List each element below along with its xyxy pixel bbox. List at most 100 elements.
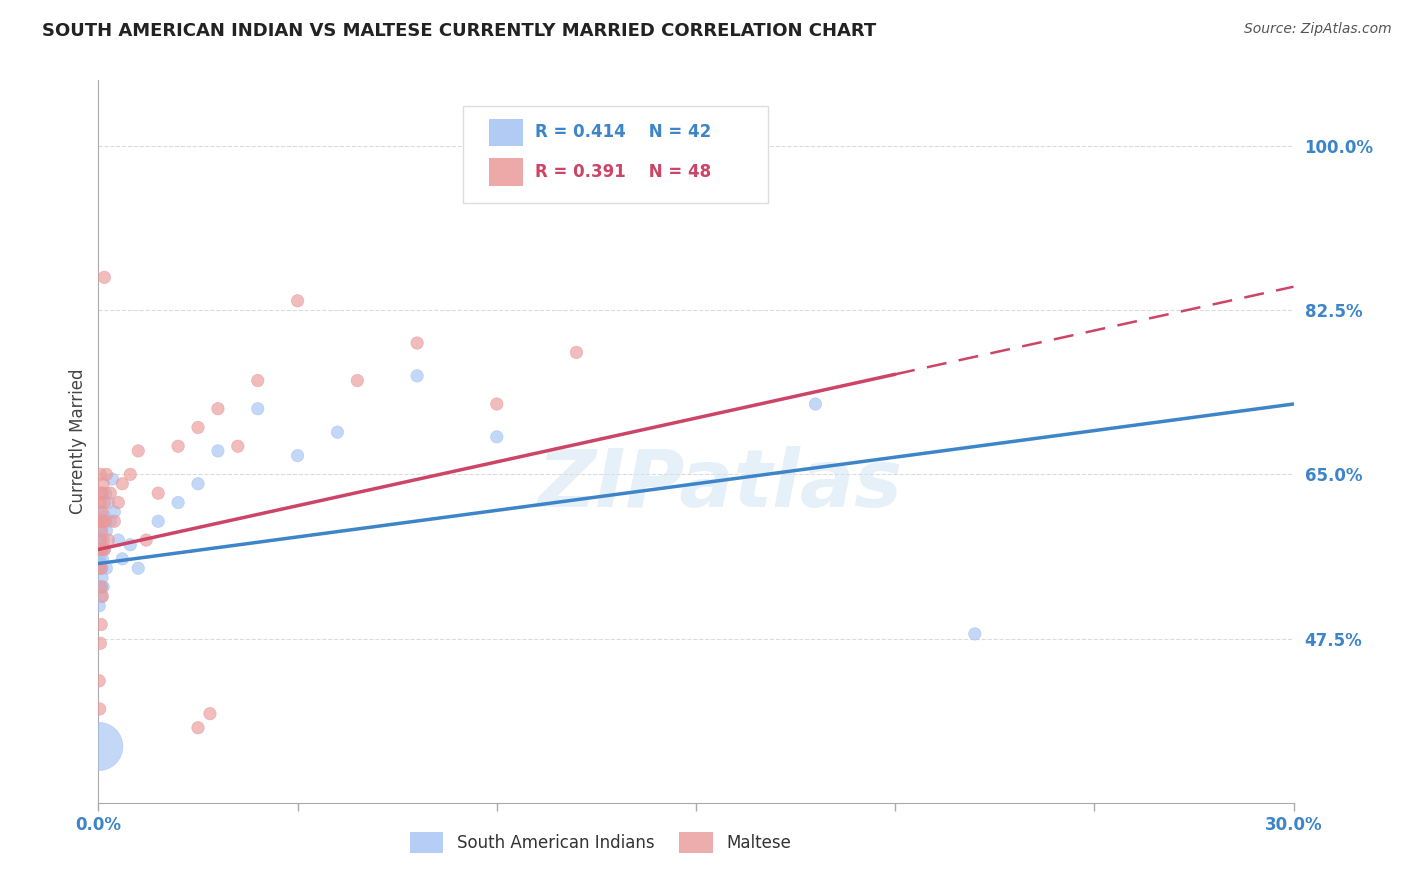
Point bbox=[90, 617, 112, 632]
Point bbox=[96, 524, 118, 538]
Point bbox=[89, 495, 111, 509]
Point bbox=[94, 514, 117, 528]
Point bbox=[89, 561, 111, 575]
Point bbox=[89, 702, 111, 716]
Point bbox=[93, 495, 115, 509]
Point bbox=[167, 495, 190, 509]
Point bbox=[89, 514, 111, 528]
Point bbox=[97, 495, 120, 509]
Point bbox=[107, 495, 129, 509]
Point bbox=[90, 542, 112, 557]
Point bbox=[565, 345, 588, 359]
Y-axis label: Currently Married: Currently Married bbox=[69, 368, 87, 515]
Point bbox=[89, 533, 111, 547]
Point bbox=[91, 551, 114, 566]
Point bbox=[89, 557, 111, 571]
Point bbox=[406, 368, 429, 383]
Point bbox=[346, 374, 368, 388]
Point bbox=[127, 561, 149, 575]
Point bbox=[89, 551, 111, 566]
Point bbox=[187, 476, 209, 491]
Point bbox=[148, 486, 170, 500]
Point bbox=[91, 514, 114, 528]
Point bbox=[91, 533, 114, 547]
Point bbox=[120, 538, 142, 552]
Point bbox=[167, 439, 190, 453]
Point bbox=[135, 533, 157, 547]
Point bbox=[90, 561, 112, 575]
Point bbox=[207, 401, 229, 416]
Point bbox=[101, 472, 124, 486]
Point bbox=[804, 397, 827, 411]
Point bbox=[485, 397, 508, 411]
Point bbox=[90, 580, 112, 594]
Text: Source: ZipAtlas.com: Source: ZipAtlas.com bbox=[1244, 22, 1392, 37]
Point bbox=[103, 505, 125, 519]
Bar bbox=[489, 119, 523, 146]
Point bbox=[103, 514, 125, 528]
Point bbox=[91, 542, 114, 557]
Point bbox=[89, 524, 111, 538]
Point bbox=[198, 706, 221, 721]
Point bbox=[107, 533, 129, 547]
Point bbox=[91, 580, 114, 594]
Point bbox=[91, 476, 114, 491]
Point bbox=[246, 401, 269, 416]
Point bbox=[91, 486, 114, 500]
Point bbox=[98, 486, 122, 500]
Point bbox=[127, 444, 149, 458]
Point bbox=[91, 514, 114, 528]
Point bbox=[91, 505, 114, 519]
Point bbox=[93, 509, 115, 524]
Text: SOUTH AMERICAN INDIAN VS MALTESE CURRENTLY MARRIED CORRELATION CHART: SOUTH AMERICAN INDIAN VS MALTESE CURRENT… bbox=[42, 22, 876, 40]
Point bbox=[89, 467, 111, 482]
Point bbox=[89, 599, 111, 613]
Point bbox=[93, 542, 115, 557]
Point bbox=[89, 542, 111, 557]
Point bbox=[89, 673, 111, 688]
Point bbox=[90, 580, 112, 594]
Point bbox=[90, 505, 112, 519]
Point bbox=[226, 439, 249, 453]
Point bbox=[187, 420, 209, 434]
Bar bbox=[489, 159, 523, 186]
Point bbox=[148, 514, 170, 528]
Point bbox=[90, 542, 112, 557]
Point bbox=[963, 627, 986, 641]
Point bbox=[91, 590, 114, 604]
Point bbox=[98, 514, 122, 528]
Point bbox=[93, 270, 115, 285]
Point bbox=[246, 374, 269, 388]
Point bbox=[111, 476, 134, 491]
Point bbox=[90, 524, 112, 538]
Point bbox=[90, 533, 112, 547]
Point bbox=[89, 580, 111, 594]
Point bbox=[89, 636, 111, 650]
Point bbox=[207, 444, 229, 458]
Point bbox=[96, 467, 118, 482]
Point bbox=[187, 721, 209, 735]
Text: ZIPatlas: ZIPatlas bbox=[537, 446, 903, 524]
Point bbox=[97, 533, 120, 547]
Point bbox=[90, 561, 112, 575]
Legend: South American Indians, Maltese: South American Indians, Maltese bbox=[404, 826, 797, 860]
Point bbox=[93, 542, 115, 557]
FancyBboxPatch shape bbox=[463, 105, 768, 203]
Text: R = 0.391    N = 48: R = 0.391 N = 48 bbox=[534, 163, 711, 181]
Point bbox=[87, 739, 110, 754]
Point bbox=[90, 486, 112, 500]
Point bbox=[326, 425, 349, 439]
Point bbox=[287, 293, 309, 308]
Point bbox=[96, 561, 118, 575]
Point bbox=[287, 449, 309, 463]
Point bbox=[485, 430, 508, 444]
Point bbox=[120, 467, 142, 482]
Point bbox=[89, 538, 111, 552]
Point bbox=[111, 551, 134, 566]
Point bbox=[406, 336, 429, 351]
Point bbox=[90, 590, 112, 604]
Point bbox=[90, 514, 112, 528]
Point bbox=[91, 571, 114, 585]
Point bbox=[94, 486, 117, 500]
Text: R = 0.414    N = 42: R = 0.414 N = 42 bbox=[534, 123, 711, 141]
